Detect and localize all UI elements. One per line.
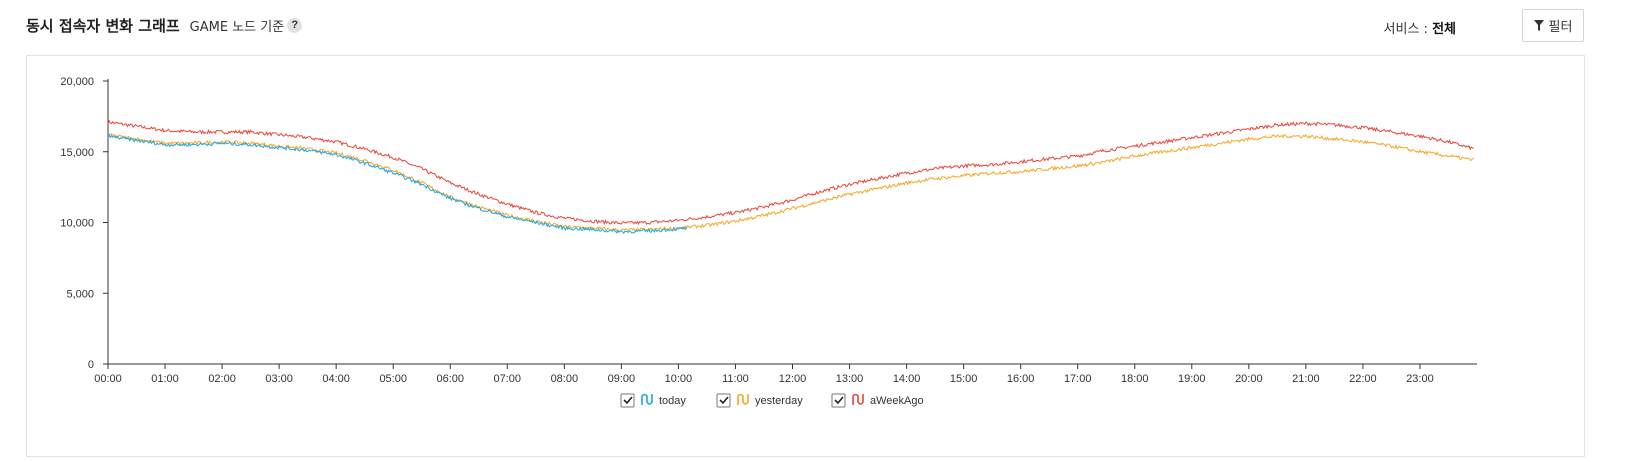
- x-tick-label: 00:00: [94, 373, 122, 385]
- series-line-today: [107, 133, 687, 235]
- series-wave-icon: [852, 393, 864, 405]
- x-tick-label: 19:00: [1178, 373, 1206, 385]
- x-tick-label: 11:00: [722, 373, 749, 385]
- filter-button[interactable]: 필터: [1522, 9, 1584, 42]
- x-tick-label: 18:00: [1121, 373, 1149, 385]
- legend-label-today: today: [659, 395, 686, 407]
- y-tick-label: 0: [88, 359, 94, 371]
- checkmark-icon: [623, 396, 633, 405]
- legend-checkbox-today[interactable]: [620, 393, 635, 408]
- legend-checkbox-aWeekAgo[interactable]: [831, 393, 846, 408]
- x-tick-label: 01:00: [151, 373, 179, 385]
- x-tick-label: 21:00: [1292, 373, 1320, 385]
- x-tick-label: 02:00: [208, 373, 236, 385]
- x-tick-label: 20:00: [1235, 373, 1263, 385]
- y-tick-label: 20,000: [60, 76, 94, 88]
- x-tick-label: 06:00: [436, 373, 464, 385]
- checkmark-icon: [719, 396, 729, 405]
- question-icon[interactable]: ?: [287, 17, 303, 33]
- x-tick-label: 16:00: [1007, 373, 1035, 385]
- chart-panel: 0 5,000 10,000 15,000 20,000 00:00 01:00 02:00 0…: [26, 55, 1585, 457]
- x-tick-label: 17:00: [1064, 373, 1092, 385]
- x-tick-label: 10:00: [665, 373, 693, 385]
- legend-label-aWeekAgo: aWeekAgo: [870, 395, 924, 407]
- y-tick-label: 5,000: [66, 288, 94, 300]
- x-tick-label: 05:00: [379, 373, 407, 385]
- legend-checkbox-yesterday[interactable]: [716, 393, 731, 408]
- x-tick-label: 14:00: [893, 373, 921, 385]
- filter-icon: [1533, 20, 1544, 31]
- y-tick-label: 10,000: [60, 218, 94, 230]
- x-tick-label: 04:00: [322, 373, 350, 385]
- x-tick-label: 13:00: [836, 373, 864, 385]
- service-value: 전체: [1432, 22, 1456, 37]
- service-label: 서비스 :: [1383, 22, 1433, 37]
- x-tick-label: 03:00: [265, 373, 293, 385]
- x-tick-label: 07:00: [494, 373, 522, 385]
- chart-subtitle: GAME 노드 기준: [189, 19, 285, 35]
- checkmark-icon: [834, 396, 844, 405]
- series-line-aWeekAgo: [107, 119, 1474, 226]
- series-wave-icon: [641, 393, 653, 405]
- x-tick-label: 08:00: [551, 373, 579, 385]
- x-tick-label: 15:00: [950, 373, 978, 385]
- x-tick-label: 09:00: [608, 373, 636, 385]
- x-tick-label: 22:00: [1349, 373, 1377, 385]
- legend-label-yesterday: yesterday: [755, 395, 803, 407]
- filter-button-label: 필터: [1548, 20, 1573, 35]
- series-wave-icon: [737, 393, 749, 405]
- series-line-yesterday: [107, 132, 1474, 233]
- x-tick-label: 23:00: [1406, 373, 1434, 385]
- page-title: 동시 접속자 변화 그래프: [26, 16, 180, 35]
- x-tick-label: 12:00: [779, 373, 807, 385]
- y-tick-label: 15,000: [60, 147, 94, 159]
- line-chart: 0 5,000 10,000 15,000 20,000 00:00 01:00 02:00 0…: [60, 76, 1477, 408]
- service-selector: 서비스 : 전체: [1384, 18, 1456, 37]
- chart-header: 동시 접속자 변화 그래프 GAME 노드 기준 ?: [26, 10, 303, 40]
